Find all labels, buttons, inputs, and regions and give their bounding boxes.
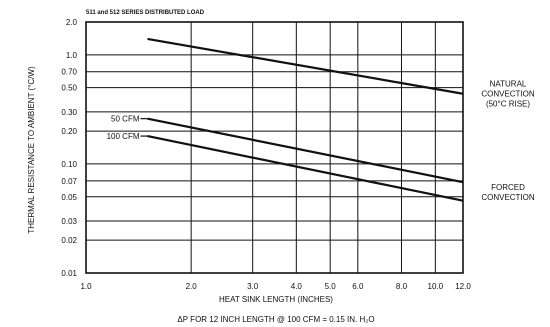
y-tick-label: 0.02 xyxy=(61,236,77,245)
x-tick-label: 10.0 xyxy=(428,282,444,291)
x-tick-label: 4.0 xyxy=(291,282,303,291)
footnote: ΔP FOR 12 INCH LENGTH @ 100 CFM = 0.15 I… xyxy=(177,315,374,324)
x-tick-label: 6.0 xyxy=(352,282,364,291)
series-line-2 xyxy=(147,134,464,202)
y-tick-label: 0.50 xyxy=(61,84,77,93)
x-tick-label: 3.0 xyxy=(247,282,259,291)
y-tick-label: 0.07 xyxy=(61,177,77,186)
annotation-line: FORCED xyxy=(491,183,525,192)
y-tick-label: 0.30 xyxy=(61,108,77,117)
y-tick-labels: 0.01 0.02 0.03 0.05 0.07 0.10 0.20 0.30 0.50 0.70… xyxy=(61,18,77,278)
y-tick-label: 0.10 xyxy=(61,160,77,169)
series-line-1 xyxy=(147,117,464,184)
y-tick-label: 0.70 xyxy=(61,68,77,77)
x-tick-labels: 1.0 2.0 3.0 4.0 5.0 6.0 8.0 10.0 12.0 xyxy=(80,282,471,291)
series-label: 100 CFM xyxy=(107,132,140,141)
x-tick-label: 1.0 xyxy=(80,282,92,291)
x-axis-label: HEAT SINK LENGTH (INCHES) xyxy=(219,295,333,304)
series-label: 50 CFM xyxy=(111,115,140,124)
annotation-line: CONVECTION xyxy=(481,193,535,202)
y-tick-label: 0.05 xyxy=(61,193,77,202)
y-tick-label: 0.20 xyxy=(61,127,77,136)
x-tick-label: 8.0 xyxy=(396,282,408,291)
series-line-0 xyxy=(147,37,464,95)
y-tick-label: 2.0 xyxy=(66,18,78,27)
series-leaders: 50 CFM 100 CFM xyxy=(107,115,148,141)
y-tick-label: 1.0 xyxy=(66,51,78,60)
plot-frame xyxy=(85,21,464,274)
annotation-line: (50°C RISE) xyxy=(486,100,530,109)
x-tick-label: 12.0 xyxy=(455,282,471,291)
y-tick-label: 0.03 xyxy=(61,217,77,226)
x-tick-label: 5.0 xyxy=(325,282,337,291)
series-lines xyxy=(147,37,464,202)
grid xyxy=(85,21,464,274)
y-axis-label: THERMAL RESISTANCE TO AMBIENT (°C/W) xyxy=(27,66,36,234)
y-tick-label: 0.01 xyxy=(61,269,77,278)
annotation-line: CONVECTION xyxy=(481,90,535,99)
x-tick-label: 2.0 xyxy=(186,282,198,291)
chart-title: 511 and 512 SERIES DISTRIBUTED LOAD xyxy=(86,10,205,16)
annotation-line: NATURAL xyxy=(490,80,527,89)
